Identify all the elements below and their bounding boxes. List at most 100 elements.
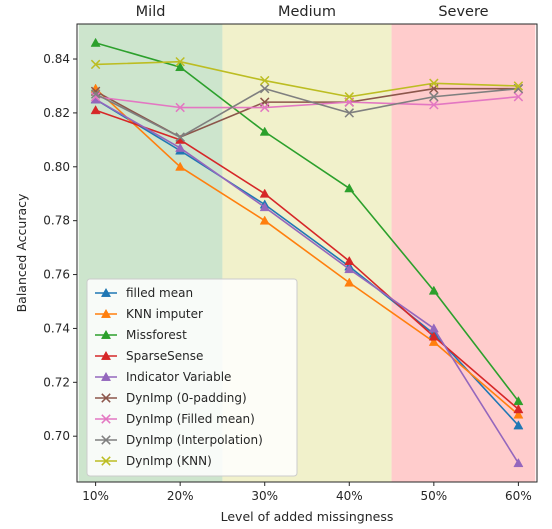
- data-point-2-5: [428, 336, 439, 346]
- data-point-9-3: [259, 75, 270, 86]
- legend-entry-3: Missforest: [95, 328, 187, 342]
- data-point-7-6: [513, 92, 524, 102]
- legend-entry-6: DynImp (0-padding): [95, 391, 247, 405]
- plot-frame: [76, 23, 538, 483]
- data-point-3-4: [344, 183, 355, 193]
- y-tick-label: 0.84: [43, 52, 70, 66]
- series-4: [90, 105, 524, 414]
- x-tick-label: 20%: [167, 489, 194, 503]
- legend: filled mean KNN imputer Missforest SparseSe…: [86, 278, 298, 477]
- y-tick-label: 0.76: [43, 268, 70, 282]
- data-point-9-5: [429, 78, 439, 89]
- series-line-4: [95, 109, 519, 410]
- y-tick-label: 0.82: [43, 106, 70, 120]
- legend-label: DynImp (Filled mean): [126, 412, 255, 426]
- legend-label: Indicator Variable: [126, 370, 231, 384]
- data-point-4-6: [513, 404, 524, 414]
- severity-band-labels: Mild Medium Severe: [136, 4, 489, 20]
- legend-swatch-marker: [101, 393, 111, 403]
- band-label-medium: Medium: [278, 4, 336, 20]
- legend-swatch-marker: [101, 456, 111, 466]
- data-point-4-1: [90, 105, 101, 115]
- data-point-9-1: [90, 59, 101, 70]
- x-axis: 10% 20% 30% 40% 50% 60%: [82, 482, 532, 503]
- x-tick-label: 30%: [251, 489, 278, 503]
- x-tick-label: 40%: [336, 489, 363, 503]
- data-point-2-2: [175, 161, 186, 171]
- legend-label: DynImp (0-padding): [126, 391, 247, 405]
- series-8: [90, 83, 524, 142]
- data-point-3-3: [259, 126, 270, 136]
- legend-swatch-marker: [100, 350, 112, 360]
- data-point-4-3: [259, 188, 270, 198]
- legend-label: Missforest: [126, 328, 187, 342]
- data-point-5-5: [428, 323, 439, 333]
- data-point-8-1: [90, 89, 101, 99]
- data-point-9-4: [344, 92, 355, 102]
- legend-swatch-marker: [100, 329, 112, 339]
- legend-swatch-marker: [100, 287, 112, 297]
- legend-swatch-marker: [101, 414, 111, 424]
- band-label-severe: Severe: [438, 4, 488, 20]
- series-line-7: [95, 95, 519, 109]
- series-line-8: [95, 87, 519, 138]
- data-point-5-4: [344, 264, 355, 274]
- series-5: [90, 94, 524, 468]
- data-point-7-2: [175, 102, 185, 113]
- data-point-7-1: [90, 92, 101, 102]
- legend-label: filled mean: [126, 286, 193, 300]
- series-line-9: [95, 60, 519, 98]
- series-layer: [90, 37, 524, 468]
- series-line-3: [95, 42, 520, 402]
- data-point-9-6: [513, 81, 524, 91]
- x-axis-title: Level of added missingness: [221, 509, 394, 524]
- band-label-mild: Mild: [136, 4, 166, 20]
- data-point-5-2: [175, 142, 186, 152]
- y-tick-label: 0.74: [43, 321, 70, 335]
- y-tick-label: 0.78: [43, 214, 70, 228]
- data-point-8-3: [259, 83, 270, 94]
- legend-box: [86, 278, 298, 477]
- data-point-3-5: [428, 285, 439, 295]
- data-point-4-5: [428, 331, 439, 341]
- data-point-7-5: [429, 100, 439, 110]
- legend-entry-8: DynImp (Interpolation): [95, 433, 263, 447]
- legend-label: DynImp (Interpolation): [126, 433, 263, 447]
- x-tick-label: 50%: [421, 489, 448, 503]
- y-tick-label: 0.70: [43, 429, 70, 443]
- y-axis-title: Balanced Accuracy: [14, 193, 29, 312]
- series-7: [90, 92, 524, 113]
- data-point-8-2: [175, 132, 185, 142]
- legend-swatch-marker: [101, 435, 111, 445]
- data-point-9-2: [175, 56, 185, 67]
- legend-entry-9: DynImp (KNN): [95, 454, 212, 468]
- series-line-2: [95, 88, 519, 416]
- data-point-2-3: [259, 215, 270, 225]
- legend-entry-7: DynImp (Filled mean): [95, 412, 255, 426]
- data-point-5-6: [513, 458, 524, 468]
- legend-entry-1: filled mean: [95, 286, 193, 300]
- data-point-2-6: [513, 409, 524, 419]
- data-point-3-1: [90, 37, 101, 47]
- y-tick-label: 0.72: [43, 375, 70, 389]
- data-point-3-2: [175, 61, 186, 72]
- legend-label: DynImp (KNN): [126, 454, 212, 468]
- data-point-8-4: [344, 108, 355, 118]
- y-axis: 0.70 0.72 0.74 0.76 0.78 0.80 0.82 0.84: [43, 52, 77, 443]
- series-3: [90, 37, 524, 406]
- data-point-8-5: [429, 92, 439, 102]
- legend-label: KNN imputer: [126, 307, 203, 321]
- legend-entry-5: Indicator Variable: [95, 370, 231, 384]
- data-point-2-4: [344, 277, 355, 287]
- series-line-5: [95, 98, 520, 464]
- legend-label: SparseSense: [126, 349, 203, 363]
- legend-swatch-marker: [100, 308, 112, 318]
- legend-entry-2: KNN imputer: [95, 307, 203, 321]
- legend-swatch-marker: [100, 371, 112, 381]
- data-point-7-3: [259, 102, 270, 113]
- data-point-1-6: [513, 420, 524, 430]
- legend-entry-4: SparseSense: [95, 349, 203, 363]
- y-tick-label: 0.80: [43, 160, 70, 174]
- x-tick-label: 10%: [82, 489, 109, 503]
